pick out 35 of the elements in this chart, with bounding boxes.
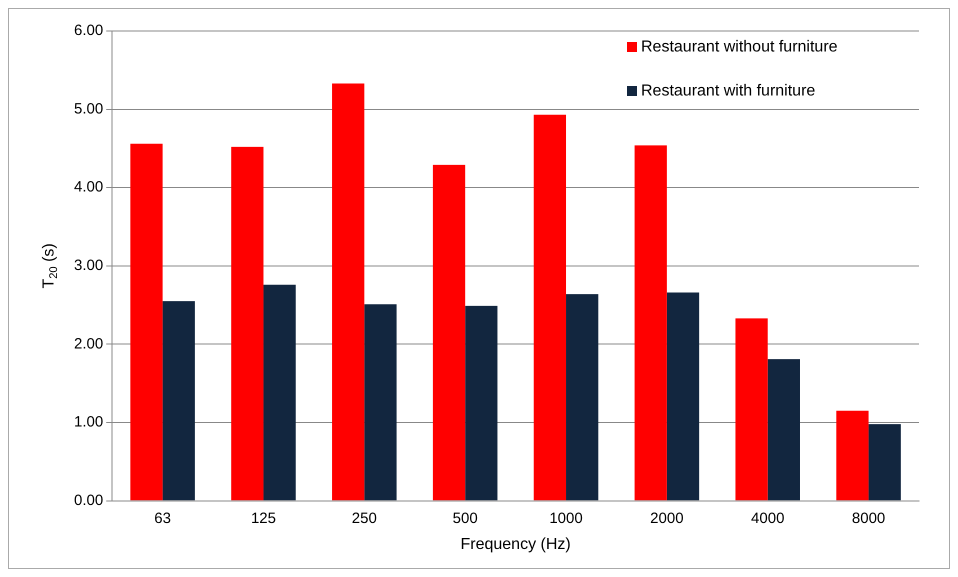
x-tick-label: 63 (154, 510, 171, 527)
x-tick-label: 4000 (751, 510, 784, 527)
y-tick-label: 4.00 (74, 178, 104, 196)
bar (432, 164, 466, 500)
y-tick-label: 1.00 (74, 414, 104, 431)
y-tick-label: 5.00 (74, 100, 104, 118)
bar (130, 144, 163, 500)
x-tick-label: 2000 (650, 510, 684, 527)
bar (868, 424, 901, 500)
legend-label: Restaurant with furniture (641, 82, 816, 100)
bar (263, 284, 296, 500)
x-axis-title: Frequency (Hz) (460, 536, 571, 553)
bar (465, 306, 498, 500)
x-tick-label: 8000 (852, 510, 886, 527)
bar (534, 114, 566, 500)
x-tick-label: 1000 (549, 510, 583, 527)
bar (666, 292, 700, 500)
y-tick-label: 6.00 (74, 22, 104, 40)
bar (364, 304, 397, 500)
bar (566, 294, 598, 500)
x-tick-label: 250 (352, 510, 377, 527)
bar (735, 318, 768, 500)
bar (231, 146, 264, 500)
y-tick-label: 2.00 (74, 335, 104, 352)
x-tick-label: 500 (452, 510, 478, 527)
y-tick-label: 3.00 (74, 257, 104, 274)
bar (836, 410, 869, 500)
bar (634, 145, 667, 500)
legend-label: Restaurant without furniture (641, 38, 838, 56)
y-tick-label: 0.00 (74, 492, 104, 509)
bar (162, 301, 195, 500)
bar (332, 83, 364, 500)
x-tick-label: 125 (250, 510, 276, 527)
y-axis-title: T20 (s) (40, 243, 60, 289)
bar (768, 359, 800, 500)
